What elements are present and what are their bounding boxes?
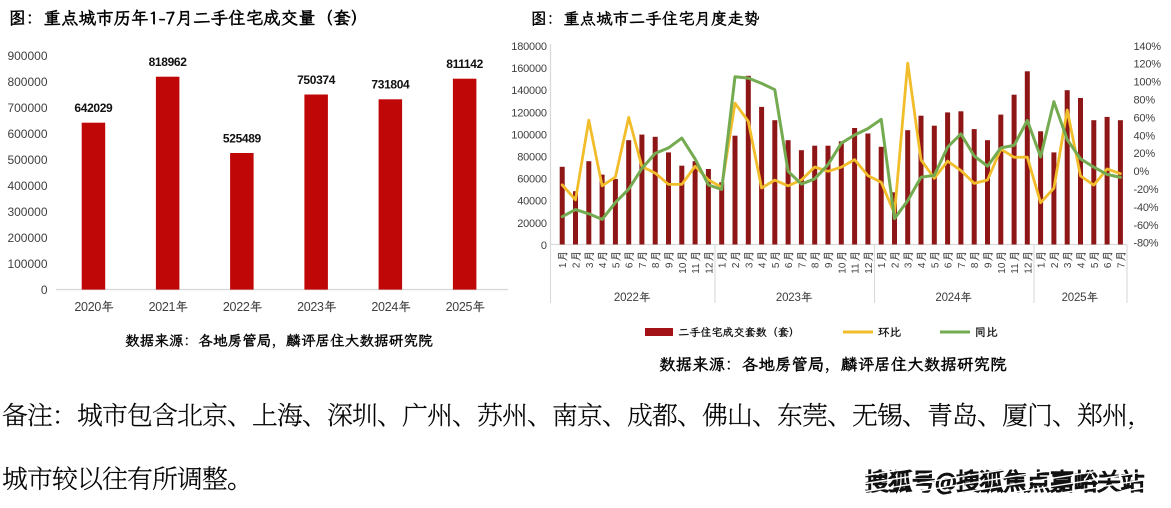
svg-text:12: 12: [704, 262, 715, 274]
svg-text:12: 12: [864, 262, 875, 274]
svg-text:2020: 2020: [74, 300, 101, 314]
svg-text:6: 6: [944, 262, 955, 268]
svg-text:3: 3: [585, 262, 596, 268]
svg-text:7: 7: [1116, 262, 1127, 268]
svg-text:12: 12: [1023, 262, 1034, 274]
svg-text:140000: 140000: [511, 85, 547, 97]
svg-text:0: 0: [41, 283, 48, 297]
svg-text:20%: 20%: [1134, 148, 1156, 160]
svg-text:120%: 120%: [1134, 59, 1162, 71]
svg-text:700000: 700000: [7, 101, 47, 115]
svg-text:1: 1: [718, 262, 729, 268]
svg-text:80000: 80000: [517, 152, 547, 164]
svg-text:2021: 2021: [149, 300, 176, 314]
svg-text:1: 1: [1037, 262, 1048, 268]
svg-text:5: 5: [611, 262, 622, 268]
svg-text:4: 4: [1077, 262, 1088, 268]
svg-text:750374: 750374: [297, 73, 336, 87]
svg-text:100%: 100%: [1134, 77, 1162, 89]
svg-text:8: 8: [970, 262, 981, 268]
svg-text:6: 6: [784, 262, 795, 268]
svg-text:40%: 40%: [1134, 130, 1156, 142]
svg-text:300000: 300000: [7, 205, 47, 219]
svg-text:2: 2: [572, 262, 583, 268]
svg-text:11: 11: [851, 263, 862, 274]
svg-text:-60%: -60%: [1134, 220, 1159, 232]
svg-text:5: 5: [930, 262, 941, 268]
svg-text:10: 10: [997, 262, 1008, 274]
svg-text:1: 1: [877, 262, 888, 268]
svg-text:800000: 800000: [7, 75, 47, 89]
svg-text:120000: 120000: [511, 107, 547, 119]
svg-text:2022: 2022: [223, 300, 250, 314]
svg-text:5: 5: [771, 262, 782, 268]
svg-text:600000: 600000: [7, 127, 47, 141]
svg-text:-20%: -20%: [1134, 184, 1159, 196]
svg-text:11: 11: [1010, 263, 1021, 274]
svg-text:60000: 60000: [517, 174, 547, 186]
svg-text:2025: 2025: [1062, 292, 1087, 304]
svg-text:8: 8: [811, 262, 822, 268]
svg-text:8: 8: [651, 262, 662, 268]
svg-text:642029: 642029: [74, 101, 113, 115]
svg-text:10: 10: [678, 262, 689, 274]
svg-text:200000: 200000: [7, 231, 47, 245]
svg-text:2024: 2024: [935, 292, 961, 304]
svg-text:2025: 2025: [446, 300, 473, 314]
svg-text:3: 3: [1063, 262, 1074, 268]
svg-text:4: 4: [917, 262, 928, 268]
svg-text:818962: 818962: [149, 55, 188, 69]
svg-text:-40%: -40%: [1134, 202, 1159, 214]
svg-text:6: 6: [1103, 262, 1114, 268]
svg-text:2: 2: [1050, 262, 1061, 268]
svg-text:0: 0: [541, 240, 547, 252]
svg-text:2: 2: [731, 262, 742, 268]
svg-text:3: 3: [744, 262, 755, 268]
svg-text:9: 9: [984, 262, 995, 268]
svg-text:-80%: -80%: [1134, 238, 1159, 250]
svg-text:80%: 80%: [1134, 95, 1156, 107]
svg-text:500000: 500000: [7, 153, 47, 167]
svg-text:0%: 0%: [1134, 166, 1150, 178]
svg-text:2023: 2023: [776, 292, 801, 304]
svg-text:9: 9: [824, 262, 835, 268]
svg-text:100000: 100000: [511, 129, 547, 141]
svg-text:180000: 180000: [511, 41, 547, 53]
svg-text:4: 4: [758, 262, 769, 268]
svg-text:811142: 811142: [446, 57, 483, 71]
svg-text:7: 7: [797, 262, 808, 268]
svg-text:3: 3: [904, 262, 915, 268]
svg-text:7: 7: [957, 262, 968, 268]
svg-text:1: 1: [558, 262, 569, 268]
svg-text:6: 6: [625, 262, 636, 268]
svg-text:2022: 2022: [614, 292, 639, 304]
svg-text:60%: 60%: [1134, 112, 1156, 124]
svg-text:100000: 100000: [7, 257, 47, 271]
svg-text:40000: 40000: [517, 196, 547, 208]
svg-text:2: 2: [891, 262, 902, 268]
svg-text:160000: 160000: [511, 63, 547, 75]
svg-text:9: 9: [665, 262, 676, 268]
svg-text:20000: 20000: [517, 218, 547, 230]
svg-text:4: 4: [598, 262, 609, 268]
svg-text:400000: 400000: [7, 179, 47, 193]
svg-text:525489: 525489: [223, 131, 262, 145]
svg-text:2023: 2023: [297, 300, 324, 314]
svg-text:731804: 731804: [371, 78, 410, 92]
svg-text:10: 10: [837, 262, 848, 274]
svg-text:140%: 140%: [1134, 41, 1162, 53]
svg-text:900000: 900000: [7, 49, 47, 63]
svg-text:2024: 2024: [371, 300, 398, 314]
svg-text:7: 7: [638, 262, 649, 268]
svg-text:5: 5: [1090, 262, 1101, 268]
svg-text:11: 11: [691, 263, 702, 274]
